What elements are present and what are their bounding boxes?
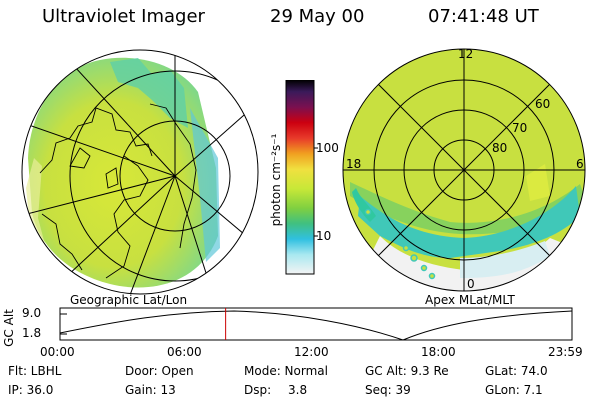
coastline-overlay	[39, 103, 197, 279]
status-mode: Mode: Normal	[244, 364, 328, 378]
time-label: 07:41:48 UT	[428, 6, 539, 27]
instrument-title: Ultraviolet Imager	[42, 6, 205, 27]
timeline-ytick-high: 9.0	[22, 306, 42, 320]
mlat-label-70: 70	[512, 121, 528, 135]
status-dsp-label: Dsp:	[244, 383, 272, 397]
date-label: 29 May 00	[270, 6, 365, 27]
aurora-emission-left	[28, 57, 218, 288]
timeline-xtick-0600: 06:00	[167, 345, 202, 359]
status-door: Door: Open	[125, 364, 194, 378]
colorbar-tick-10: 10	[316, 229, 332, 243]
status-gc-alt: GC Alt: 9.3 Re	[365, 364, 449, 378]
mlat-mlt-grid	[342, 48, 586, 292]
mlat-label-80: 80	[492, 141, 508, 155]
mlat-label-60: 60	[535, 97, 551, 111]
gc-alt-timeline	[59, 307, 573, 341]
status-glat: GLat: 74.0	[485, 364, 548, 378]
status-gain: Gain: 13	[125, 383, 176, 397]
timeline-xtick-2359: 23:59	[548, 345, 583, 359]
timeline-xtick-1200: 12:00	[294, 345, 329, 359]
mlt-label-12: 12	[458, 47, 474, 61]
timeline-xtick-0000: 00:00	[40, 345, 75, 359]
status-glon: GLon: 7.1	[485, 383, 543, 397]
colorbar-tick-100: 100	[316, 141, 339, 155]
colorbar	[285, 80, 318, 275]
left-panel-caption: Geographic Lat/Lon	[70, 293, 188, 307]
right-panel-caption: Apex MLat/MLT	[425, 293, 515, 307]
status-ip: IP: 36.0	[8, 383, 54, 397]
mlat-mlt-polar-panel	[342, 48, 586, 292]
geographic-image-panel	[21, 49, 259, 295]
timeline-ylabel: GC Alt	[2, 309, 16, 347]
mlt-label-18: 18	[346, 157, 362, 171]
status-flt: Flt: LBHL	[8, 364, 62, 378]
mlt-label-0: 0	[467, 277, 475, 291]
status-dsp-value: 3.8	[288, 383, 308, 397]
colorbar-label: photon cm⁻²s⁻¹	[269, 133, 283, 227]
timeline-ytick-low: 1.8	[22, 326, 42, 340]
timeline-xtick-1800: 18:00	[421, 345, 456, 359]
orbit-altitude-curve	[59, 310, 573, 341]
status-seq: Seq: 39	[365, 383, 411, 397]
mlt-label-6: 6	[576, 157, 584, 171]
